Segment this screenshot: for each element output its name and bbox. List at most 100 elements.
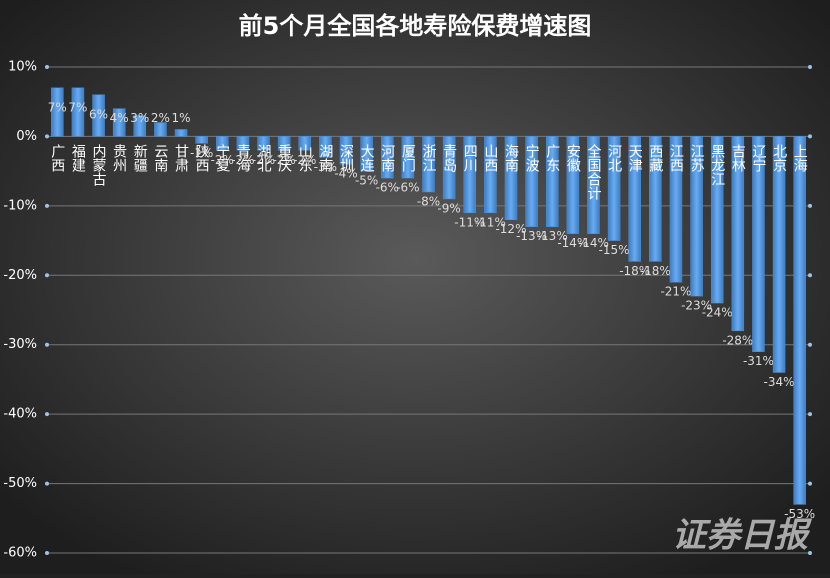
bar <box>71 87 85 137</box>
x-tick-label: 新疆 <box>132 144 148 172</box>
value-label: -14% <box>578 236 609 250</box>
x-tick-label: 广西 <box>49 144 65 172</box>
value-label: -28% <box>722 333 753 347</box>
value-label: 4% <box>110 111 129 125</box>
x-tick-label: 内蒙古 <box>91 144 107 186</box>
value-label: -6% <box>396 181 419 195</box>
value-label: -12% <box>495 222 526 236</box>
x-tick-label: 大连 <box>359 144 375 173</box>
x-tick-label: 福建 <box>70 144 86 173</box>
bar <box>257 136 270 151</box>
bar <box>277 136 291 151</box>
bar <box>360 136 373 172</box>
tick-dot <box>808 203 812 208</box>
bar <box>504 136 518 220</box>
bar <box>752 136 765 352</box>
bar <box>669 136 683 283</box>
y-tick-label: -10% <box>3 198 37 213</box>
value-label: -18% <box>619 264 650 278</box>
bar <box>92 94 105 137</box>
x-tick-label: 湖南 <box>317 144 333 172</box>
y-tick-label: 0% <box>16 129 37 144</box>
x-tick-label: 西藏 <box>647 144 663 172</box>
bar <box>793 136 806 505</box>
bar <box>51 87 64 137</box>
x-tick-label: 河北 <box>606 144 622 173</box>
x-tick-label: 湖北 <box>256 144 272 173</box>
tick-dot <box>808 551 812 555</box>
x-tick-label: 吉林 <box>730 144 746 172</box>
x-tick-label: 山西 <box>482 144 498 172</box>
bar <box>566 136 580 234</box>
tick-dot <box>45 273 49 278</box>
bar <box>731 136 745 332</box>
value-label: 1% <box>172 111 191 125</box>
value-label: -2% <box>231 153 254 167</box>
tick-dot <box>808 65 812 69</box>
value-label: -11% <box>454 215 485 229</box>
x-tick-label: 青岛 <box>441 144 457 172</box>
value-label: 2% <box>151 111 170 125</box>
x-tick-label: 江苏 <box>689 144 705 173</box>
watermark: 证券日报 <box>672 516 813 556</box>
tick-dot <box>45 342 49 347</box>
y-tick-label: -40% <box>3 407 37 422</box>
bar <box>545 136 559 227</box>
bar <box>772 136 786 373</box>
y-tick-label: -20% <box>3 268 37 283</box>
value-label: -4% <box>334 167 357 181</box>
y-tick-label: 10% <box>8 60 37 75</box>
value-label: -31% <box>743 354 774 368</box>
tick-dot <box>45 551 49 555</box>
bar <box>628 136 641 262</box>
value-label: 7% <box>48 100 67 114</box>
bar <box>587 136 600 234</box>
bar <box>133 115 147 137</box>
bar <box>174 129 188 137</box>
tick-dot <box>45 134 49 139</box>
y-tick-label: -30% <box>3 337 37 352</box>
bar <box>339 136 353 165</box>
value-label: -14% <box>557 236 588 250</box>
x-tick-label: 云南 <box>152 144 168 172</box>
value-label: -2% <box>211 153 234 167</box>
bar <box>442 136 456 200</box>
bar <box>484 136 497 214</box>
value-label: 7% <box>68 100 87 114</box>
chart-title: 前5个月全国各地寿险保费增速图 <box>239 12 592 40</box>
value-label: -2% <box>252 153 275 167</box>
bar <box>298 136 312 151</box>
bar <box>236 136 250 151</box>
x-tick-label: 宁波 <box>524 144 540 173</box>
x-tick-label: 海南 <box>503 144 519 172</box>
bar <box>154 122 167 137</box>
value-label: -23% <box>681 299 712 313</box>
bar <box>112 108 126 137</box>
bar <box>710 136 724 304</box>
value-label: 6% <box>89 107 108 121</box>
x-tick-label: 宁夏 <box>214 144 230 173</box>
value-label: -2% <box>272 153 295 167</box>
x-tick-label: 黑龙江 <box>709 144 725 186</box>
x-tick-label: 上海 <box>792 144 808 172</box>
tick-dot <box>808 412 812 417</box>
x-tick-label: 深圳 <box>338 144 354 172</box>
x-tick-label: 甘肃 <box>173 144 189 172</box>
tick-dot <box>808 134 812 139</box>
bar <box>607 136 621 241</box>
bar <box>649 136 662 262</box>
value-label: -24% <box>702 306 733 320</box>
value-label: -8% <box>417 194 440 208</box>
x-tick-label: 四川 <box>462 144 478 172</box>
value-label: 3% <box>130 111 149 125</box>
value-label: -21% <box>660 285 691 299</box>
x-tick-label: 安徽 <box>565 144 581 172</box>
value-label: -11% <box>475 215 506 229</box>
bar <box>381 136 394 179</box>
bar <box>690 136 703 297</box>
bar <box>525 136 538 227</box>
tick-dot <box>45 65 49 69</box>
x-tick-label: 辽宁 <box>750 144 766 172</box>
